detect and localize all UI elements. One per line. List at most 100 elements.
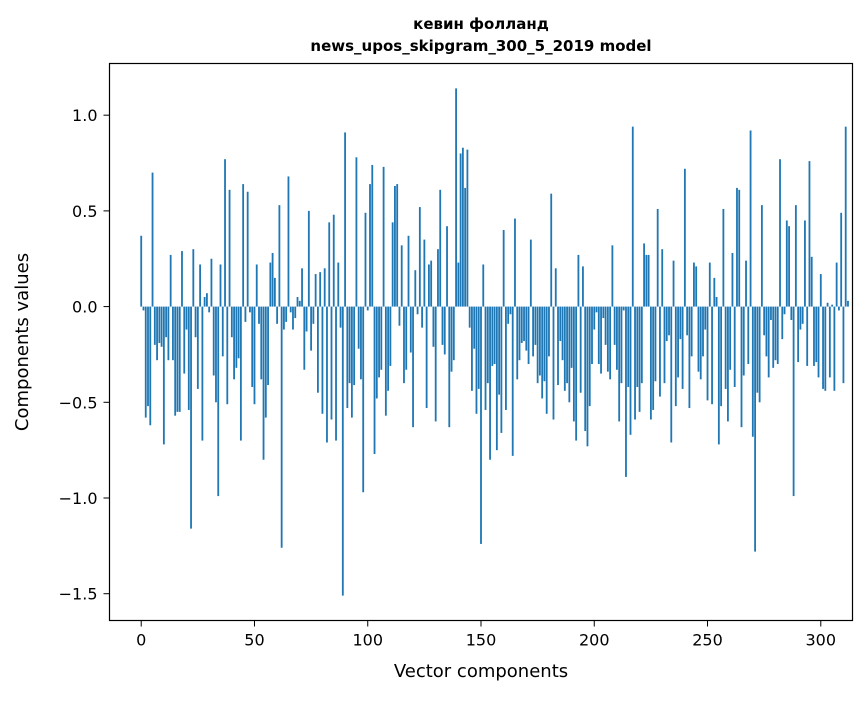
bar (403, 306, 405, 384)
bar (391, 222, 394, 307)
bar (559, 306, 562, 342)
bar (822, 306, 824, 389)
bar (738, 189, 741, 307)
bar (455, 88, 457, 307)
bar (824, 306, 827, 391)
bar (763, 306, 766, 336)
bar (212, 306, 215, 376)
bar (790, 306, 793, 320)
bar (253, 306, 256, 405)
bar (314, 274, 317, 307)
bar (303, 306, 306, 370)
bar (276, 306, 279, 324)
bar (509, 306, 512, 315)
bar (532, 306, 534, 357)
bar (681, 306, 684, 389)
bar (566, 306, 568, 384)
bar (514, 218, 516, 307)
bar (278, 205, 281, 307)
bar (844, 126, 847, 307)
bar (185, 306, 188, 330)
bar (704, 306, 707, 330)
y-tick-label: −1.0 (59, 489, 98, 508)
bar (172, 306, 174, 361)
bar (215, 306, 217, 403)
bar (425, 306, 428, 409)
bar (405, 306, 408, 370)
bar (593, 306, 596, 330)
bar (151, 172, 154, 307)
bar (192, 249, 195, 307)
bar (228, 189, 231, 307)
bar (384, 306, 387, 416)
bar (196, 306, 199, 389)
bar (482, 264, 485, 307)
y-axis-ticks: 1.0 0.5 0.0 −0.5 −1.0 −1.5 (59, 106, 110, 604)
bar (466, 149, 469, 307)
bar (471, 306, 473, 391)
bar (518, 306, 521, 361)
bar (819, 274, 822, 307)
bar (591, 306, 593, 365)
bar (602, 306, 605, 319)
bar (237, 306, 240, 359)
x-tick-label: 150 (466, 631, 497, 650)
bar (756, 306, 759, 393)
bar (162, 306, 165, 445)
bar (364, 212, 367, 307)
bar (491, 306, 494, 366)
bar (754, 306, 756, 552)
bar (416, 306, 419, 315)
bar (378, 306, 380, 378)
bar (341, 306, 344, 596)
bar (321, 306, 324, 414)
bar (317, 306, 319, 393)
bar (810, 256, 813, 307)
bar (833, 306, 836, 391)
y-tick-label: −1.5 (59, 585, 98, 604)
bar (144, 306, 147, 418)
bar (618, 306, 621, 422)
bar (301, 268, 303, 307)
bar (369, 184, 371, 307)
bar (826, 302, 829, 307)
bar (550, 193, 553, 307)
bar (545, 306, 548, 414)
bar (568, 306, 571, 403)
bar (622, 306, 625, 311)
bar (169, 254, 172, 307)
bar (500, 306, 503, 433)
bar (742, 306, 745, 376)
bar (631, 126, 634, 307)
bar (418, 207, 421, 307)
bar (604, 306, 607, 345)
bar (448, 306, 451, 428)
bar (332, 214, 335, 307)
bar (711, 306, 713, 405)
bar (430, 260, 433, 307)
y-axis-label: Components values (12, 253, 33, 431)
bar (344, 132, 346, 307)
bar (674, 306, 677, 407)
bar (557, 306, 559, 386)
bar (813, 306, 815, 366)
bar (579, 306, 582, 393)
bar (140, 235, 143, 307)
bar (767, 306, 770, 378)
bar (283, 306, 285, 330)
bar (606, 306, 609, 372)
bar (840, 212, 843, 307)
bar (656, 208, 659, 307)
bar (575, 306, 578, 441)
bar (337, 262, 340, 307)
bar (251, 306, 254, 387)
bar (788, 226, 790, 307)
bar (663, 306, 666, 384)
bar (156, 306, 158, 361)
y-tick-label: 1.0 (72, 106, 97, 125)
bar (525, 306, 528, 351)
bar (529, 239, 532, 307)
bar (831, 304, 834, 307)
bar (239, 306, 242, 441)
bar (412, 306, 414, 428)
